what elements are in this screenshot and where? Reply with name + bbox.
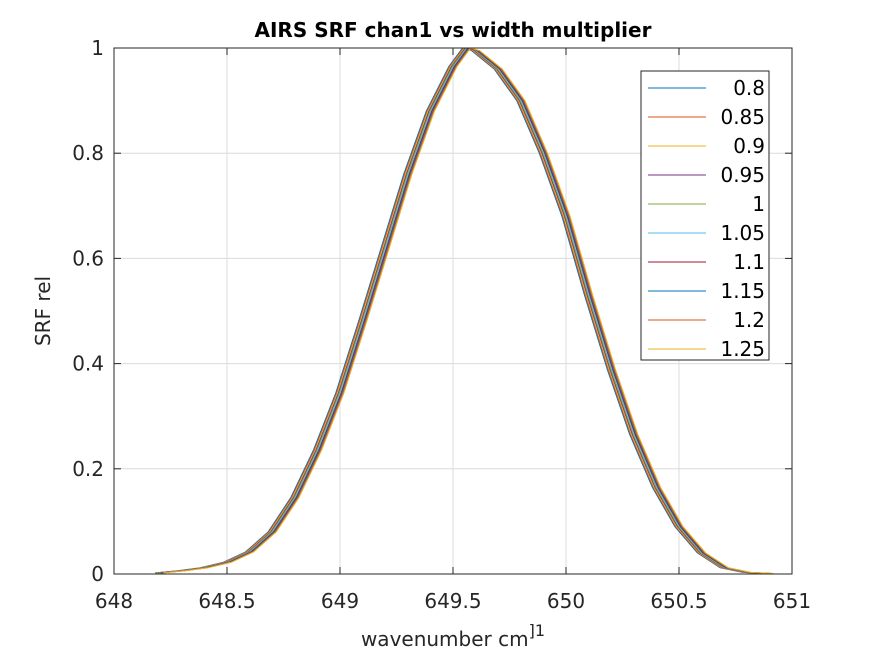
legend-label: 1.15: [720, 279, 765, 303]
x-tick-label: 648: [95, 589, 133, 613]
y-tick-label: 0: [91, 562, 104, 586]
legend-label: 1.1: [733, 250, 765, 274]
x-tick-label: 650.5: [650, 589, 707, 613]
legend-label: 1.05: [720, 221, 765, 245]
y-tick-label: 0.2: [72, 457, 104, 481]
y-tick-label: 0.8: [72, 141, 104, 165]
y-tick-label: 0.4: [72, 352, 104, 376]
x-axis-title-superscript: ]1: [529, 621, 545, 640]
x-tick-label: 648.5: [198, 589, 255, 613]
chart-title: AIRS SRF chan1 vs width multiplier: [255, 18, 652, 42]
legend-label: 0.9: [733, 134, 765, 158]
legend-label: 0.95: [720, 163, 765, 187]
x-axis-title: wavenumber cm]1: [361, 621, 545, 651]
y-tick-labels: 0 0.2 0.4 0.6 0.8 1: [72, 36, 104, 586]
y-tick-label: 0.6: [72, 246, 104, 270]
x-tick-labels: 648 648.5 649 649.5 650 650.5 651: [95, 589, 811, 613]
legend-label: 1.2: [733, 308, 765, 332]
y-axis-title: SRF rel: [31, 276, 55, 346]
x-tick-label: 650: [547, 589, 585, 613]
axis-ticks: [113, 47, 793, 575]
legend-label: 0.8: [733, 76, 765, 100]
legend-box: [640, 70, 770, 361]
x-tick-label: 649.5: [424, 589, 481, 613]
legend-label: 1: [752, 192, 765, 216]
x-axis-title-text: wavenumber cm: [361, 627, 529, 651]
legend-label: 0.85: [720, 105, 765, 129]
x-tick-label: 649: [321, 589, 359, 613]
y-tick-label: 1: [91, 36, 104, 60]
legend: 0.8 0.85 0.9 0.95 1 1.05 1.1 1.15 1.2 1.25: [640, 70, 770, 361]
x-tick-label: 651: [773, 589, 811, 613]
legend-label: 1.25: [720, 337, 765, 361]
